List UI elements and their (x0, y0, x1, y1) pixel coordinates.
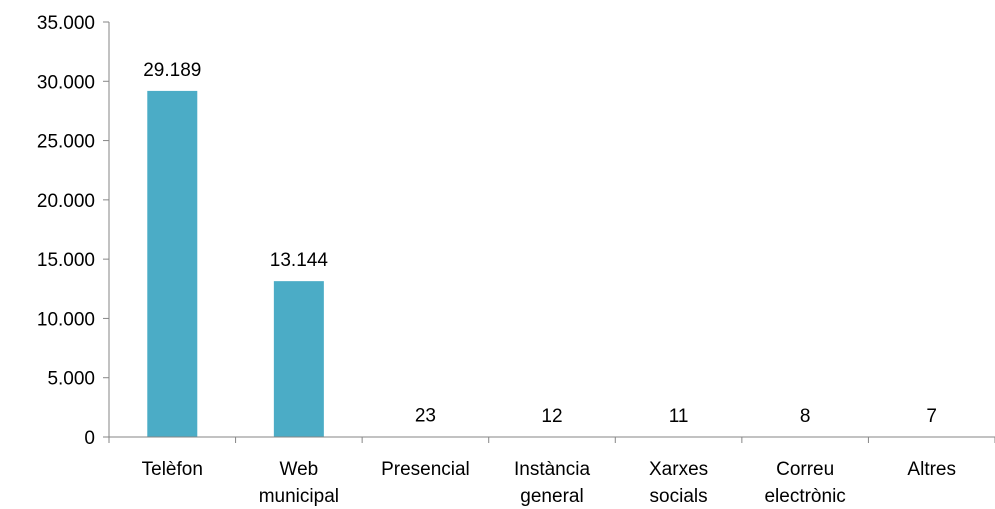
y-tick-label: 30.000 (37, 72, 95, 93)
bar-value-label: 12 (541, 406, 562, 427)
bar-value-label: 11 (669, 406, 689, 427)
bar-value-label: 23 (415, 406, 436, 427)
y-tick-label: 35.000 (37, 13, 95, 34)
category-label: general (520, 486, 583, 507)
category-label: Web (279, 459, 318, 480)
x-axis (108, 436, 995, 443)
bar-value-label: 8 (800, 406, 811, 427)
bars-group (147, 90, 957, 437)
category-label: Xarxes (649, 459, 708, 480)
category-label: Instància (514, 459, 590, 480)
y-tick-label: 0 (84, 428, 95, 449)
category-label: electrònic (764, 486, 845, 507)
category-labels-group: Telèfon Web municipal Presencial Instància ge… (142, 459, 956, 507)
category-label: Presencial (381, 459, 470, 480)
bar-value-label: 29.189 (143, 60, 201, 81)
category-label: Telèfon (142, 459, 203, 480)
data-labels-group: 29.189 13.144 23 12 11 8 7 (143, 60, 937, 427)
bar-value-label: 13.144 (270, 250, 329, 271)
y-tick-label: 5.000 (47, 369, 95, 390)
bar (147, 90, 198, 437)
category-label: Correu (776, 459, 834, 480)
bar-value-label: 7 (926, 406, 937, 427)
y-tick-label: 25.000 (37, 132, 95, 153)
y-tick-label: 15.000 (37, 250, 95, 271)
y-axis: 0 5.000 10.000 15.000 20.000 25.000 30.000 35.0… (37, 13, 110, 449)
category-label: socials (650, 486, 708, 507)
y-tick-label: 20.000 (37, 191, 95, 212)
y-tick-label: 10.000 (37, 309, 95, 330)
category-label: Altres (907, 459, 956, 480)
bar (273, 281, 324, 437)
category-label: municipal (259, 486, 339, 507)
